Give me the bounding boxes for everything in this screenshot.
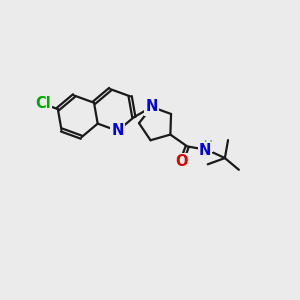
Text: N: N [199, 143, 211, 158]
Text: O: O [176, 154, 188, 169]
Text: N: N [111, 123, 124, 138]
Text: H: H [204, 139, 212, 152]
Text: N: N [146, 99, 158, 114]
Text: Cl: Cl [35, 96, 50, 111]
